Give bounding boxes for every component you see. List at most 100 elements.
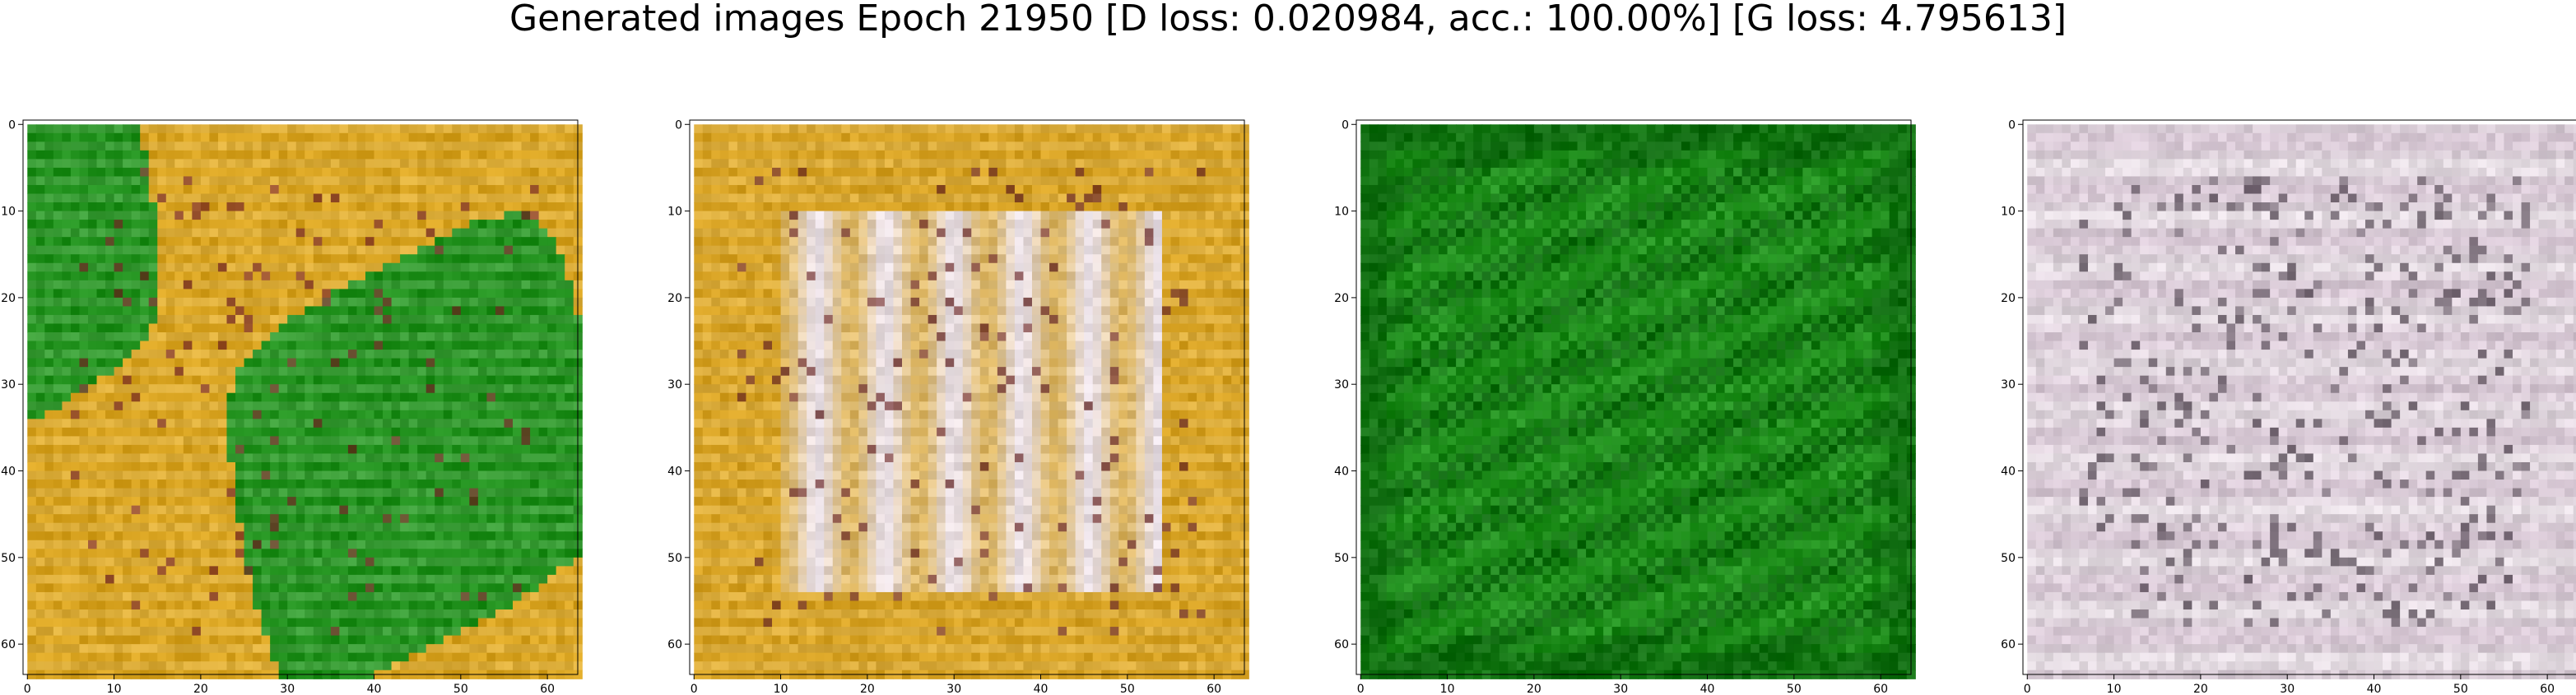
pixel — [530, 375, 540, 385]
pixel — [435, 635, 444, 645]
pixel — [96, 444, 106, 455]
pixel — [295, 419, 305, 429]
pixel — [997, 184, 1007, 195]
pixel — [565, 167, 574, 178]
pixel — [35, 193, 45, 203]
pixel — [1127, 124, 1137, 134]
pixel — [209, 652, 219, 662]
pixel — [1127, 141, 1137, 151]
pixel — [728, 193, 738, 203]
pixel — [209, 461, 219, 472]
pixel — [123, 627, 133, 637]
pixel — [322, 444, 332, 455]
pixel — [460, 480, 470, 489]
pixel — [391, 176, 401, 186]
pixel — [547, 627, 557, 637]
pixel — [530, 497, 540, 507]
pixel — [763, 150, 773, 160]
pixel — [780, 228, 790, 238]
pixel — [70, 341, 81, 350]
pixel — [183, 392, 193, 402]
pixel — [1222, 150, 1232, 160]
pixel — [495, 211, 505, 220]
pixel — [192, 644, 202, 654]
pixel — [919, 220, 929, 229]
pixel — [339, 375, 349, 385]
pixel — [62, 427, 72, 437]
pixel — [148, 202, 158, 212]
pixel — [339, 297, 349, 308]
pixel — [815, 228, 825, 238]
pixel — [971, 220, 981, 229]
pixel — [902, 211, 912, 220]
pixel — [435, 132, 444, 142]
pixel — [313, 444, 323, 455]
pixel — [538, 254, 548, 264]
pixel — [313, 176, 323, 186]
pixel — [425, 375, 435, 385]
pixel — [200, 461, 211, 472]
pixel — [443, 591, 453, 602]
pixel — [486, 254, 496, 264]
pixel — [1006, 211, 1016, 220]
pixel — [495, 184, 505, 195]
pixel — [200, 254, 211, 264]
pixel — [261, 436, 271, 446]
pixel — [763, 220, 773, 229]
pixel — [477, 228, 488, 238]
pixel — [383, 453, 393, 463]
pixel — [1006, 184, 1016, 195]
pixel — [460, 150, 470, 160]
pixel — [62, 254, 72, 264]
pixel — [226, 505, 236, 515]
pixel — [295, 661, 305, 671]
pixel — [867, 184, 877, 195]
pixel — [174, 549, 184, 558]
pixel — [417, 323, 427, 333]
pixel — [425, 176, 435, 186]
pixel — [148, 470, 158, 480]
pixel — [928, 159, 937, 169]
pixel — [183, 566, 193, 576]
pixel — [278, 306, 288, 316]
pixel — [910, 211, 920, 220]
pixel — [35, 159, 45, 169]
pixel — [1153, 228, 1163, 238]
pixel — [556, 661, 565, 671]
pixel — [694, 124, 704, 134]
pixel — [270, 652, 280, 662]
pixel — [114, 375, 123, 385]
pixel — [849, 150, 859, 160]
pixel — [330, 436, 340, 446]
pixel — [140, 384, 150, 394]
pixel — [148, 367, 158, 377]
pixel — [876, 228, 886, 238]
pixel — [383, 583, 393, 593]
pixel — [565, 557, 574, 567]
pixel — [253, 384, 263, 394]
pixel — [44, 228, 54, 238]
pixel — [565, 367, 574, 377]
pixel — [443, 410, 453, 419]
pixel — [313, 609, 323, 619]
pixel — [27, 410, 37, 419]
pixel — [70, 150, 81, 160]
pixel — [832, 124, 842, 134]
pixel — [313, 202, 323, 212]
pixel — [530, 522, 540, 532]
pixel — [295, 488, 305, 498]
pixel — [435, 280, 444, 290]
pixel — [235, 193, 245, 203]
pixel — [200, 609, 211, 619]
figure-title: Generated images Epoch 21950 [D loss: 0.… — [509, 0, 2067, 39]
pixel — [165, 419, 175, 429]
pixel — [131, 375, 141, 385]
pixel — [226, 306, 236, 316]
pixel — [217, 436, 228, 446]
pixel — [339, 444, 349, 455]
pixel — [997, 193, 1007, 203]
pixel — [417, 176, 427, 186]
pixel — [893, 220, 903, 229]
pixel — [44, 202, 54, 212]
pixel — [702, 141, 712, 151]
